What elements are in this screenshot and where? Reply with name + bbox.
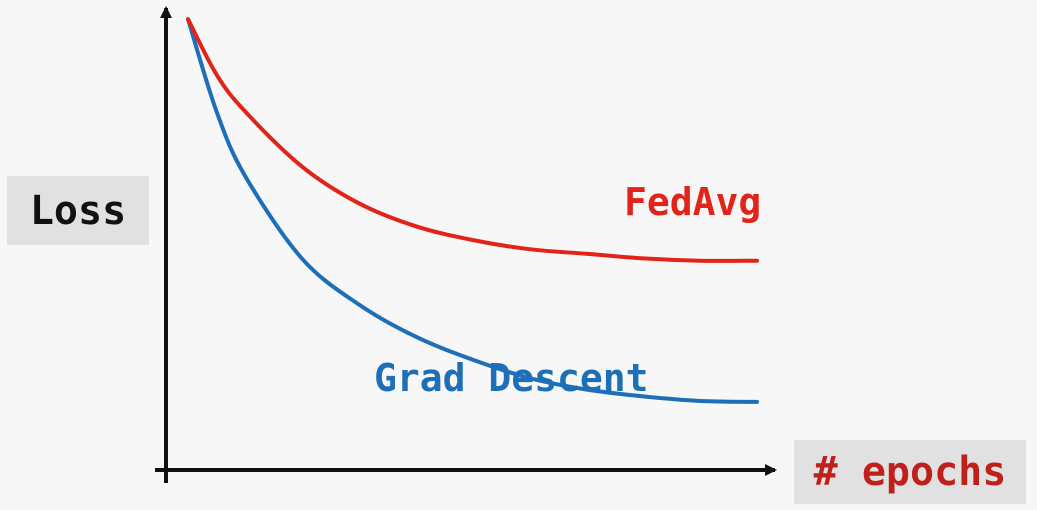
x-axis-label: # epochs: [794, 440, 1026, 504]
x-axis-label-text: # epochs: [813, 449, 1007, 495]
fedavg-label: FedAvg: [624, 180, 762, 224]
y-axis-label: Loss: [7, 176, 149, 245]
fedavg-line: [186, 17, 759, 263]
grad-descent-line: [186, 17, 759, 404]
y-axis-label-text: Loss: [29, 187, 127, 234]
grad-descent-label: Grad Descent: [374, 356, 649, 400]
